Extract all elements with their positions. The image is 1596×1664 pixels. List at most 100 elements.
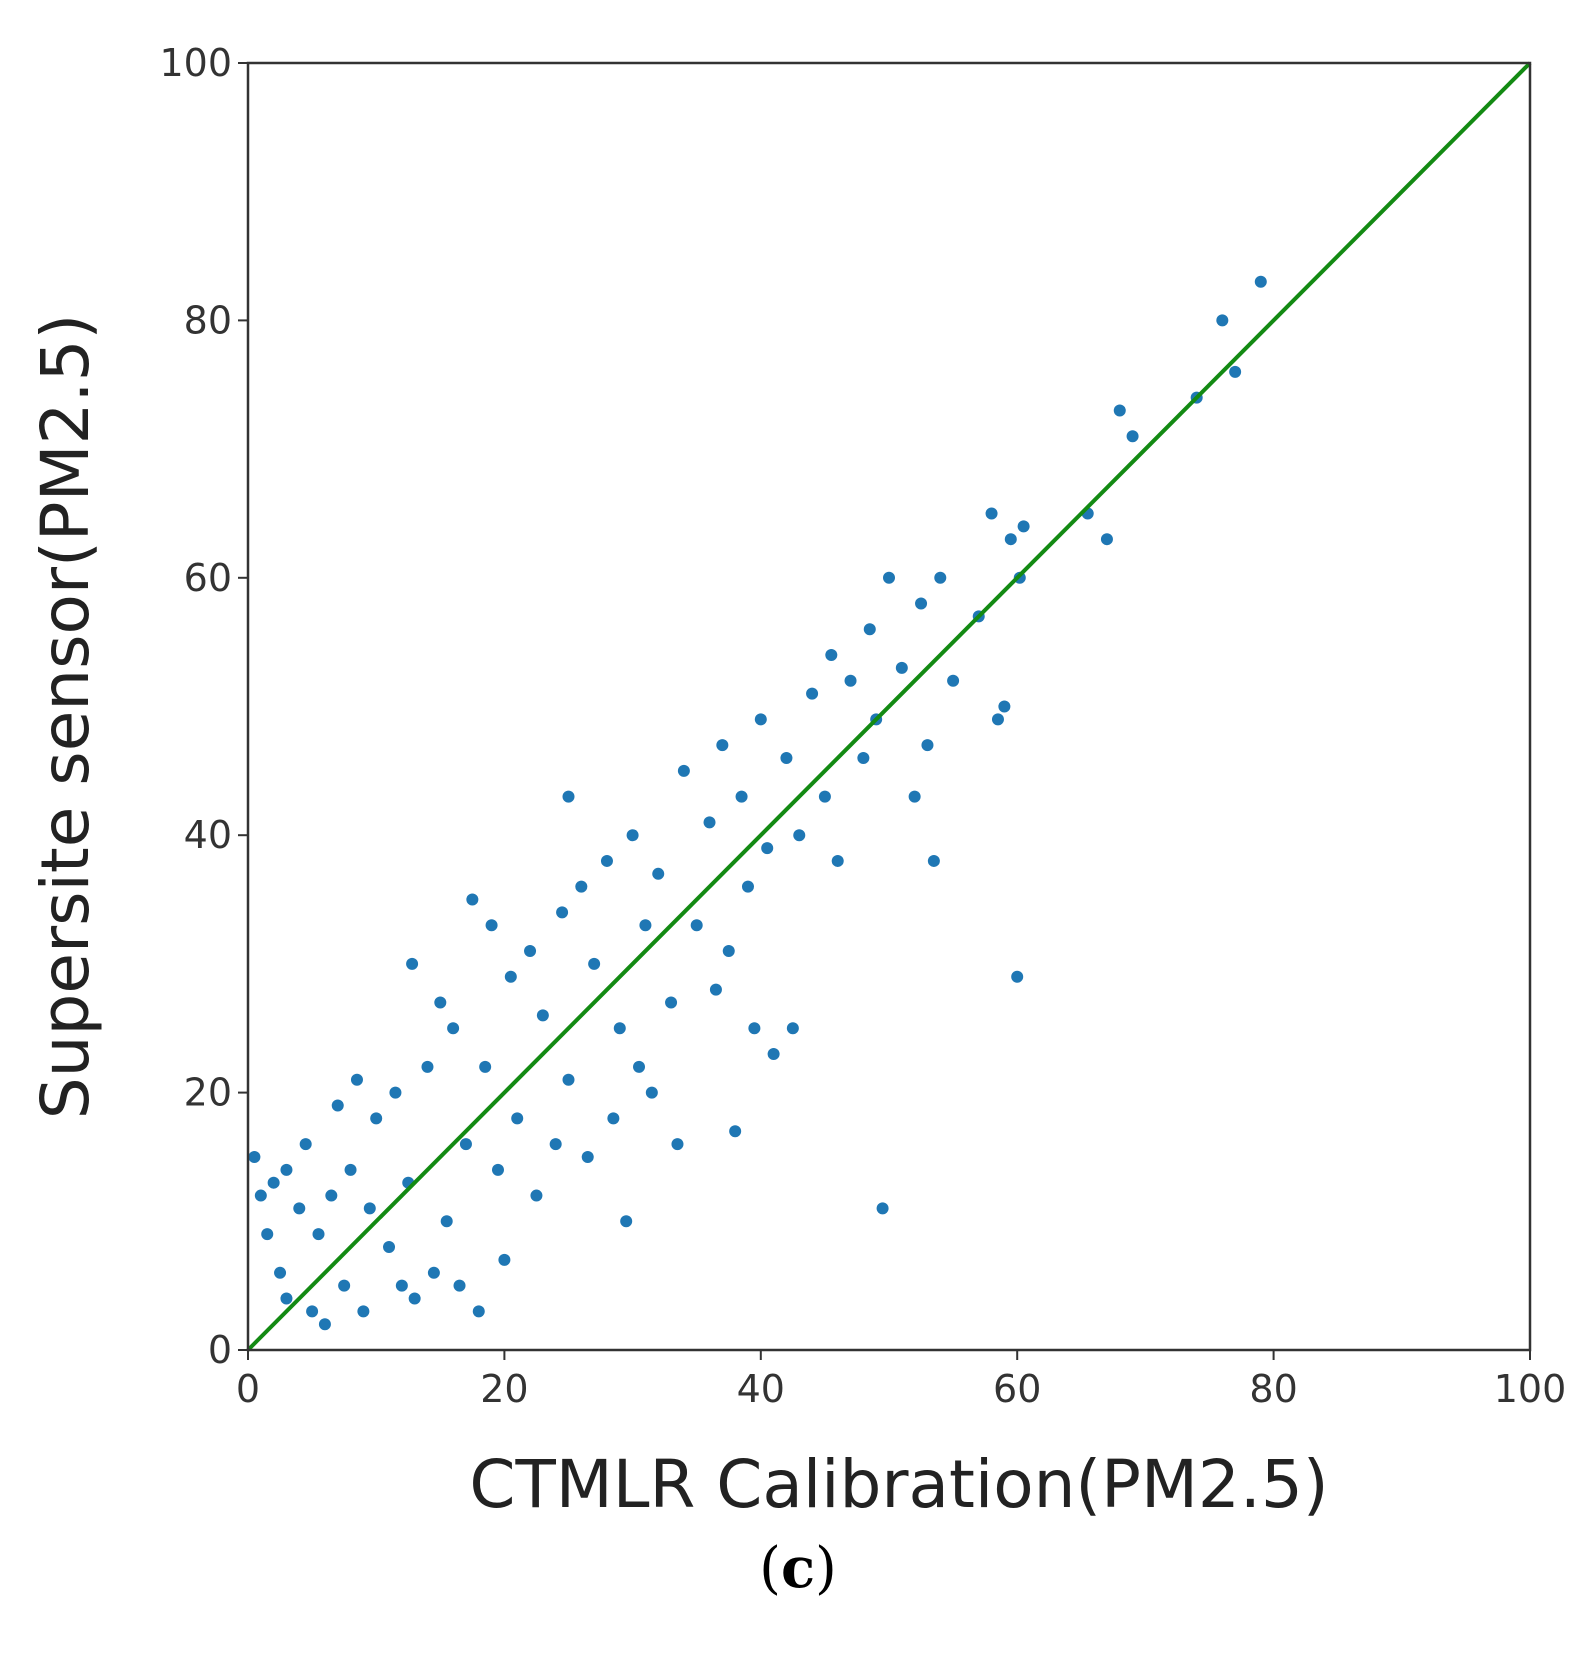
data-point <box>947 674 960 687</box>
data-point <box>716 739 729 752</box>
data-point <box>645 1086 658 1099</box>
data-point <box>562 790 575 803</box>
data-point <box>844 674 857 687</box>
data-point <box>466 893 479 906</box>
data-point <box>1011 970 1024 983</box>
panel-label-open: ( <box>759 1536 781 1601</box>
data-point <box>267 1176 280 1189</box>
data-point <box>626 829 639 842</box>
data-point <box>722 945 735 958</box>
data-point <box>1126 430 1139 443</box>
data-point <box>280 1163 293 1176</box>
data-point <box>1100 533 1113 546</box>
data-point <box>761 842 774 855</box>
data-point <box>1004 533 1017 546</box>
data-point <box>748 1022 761 1035</box>
data-point <box>280 1292 293 1305</box>
data-point <box>1017 520 1030 533</box>
data-point <box>491 1163 504 1176</box>
data-point <box>690 919 703 932</box>
data-point <box>633 1060 646 1073</box>
y-tick-label: 80 <box>184 298 232 342</box>
x-tick-label: 100 <box>1494 1367 1567 1411</box>
x-tick-label: 20 <box>480 1367 528 1411</box>
data-point <box>1216 314 1229 327</box>
data-point <box>370 1112 383 1125</box>
data-point <box>620 1215 633 1228</box>
data-point <box>780 751 793 764</box>
data-point <box>395 1279 408 1292</box>
data-point <box>447 1022 460 1035</box>
data-point <box>581 1150 594 1163</box>
y-axis-label: Supersite sensor(PM2.5) <box>27 314 104 1119</box>
data-point <box>549 1138 562 1151</box>
x-axis-label: CTMLR Calibration(PM2.5) <box>469 1446 1328 1523</box>
data-point <box>921 739 934 752</box>
data-point <box>883 571 895 584</box>
y-tick-label: 20 <box>184 1071 232 1115</box>
data-point <box>293 1202 306 1215</box>
data-point <box>876 1202 889 1215</box>
data-point <box>331 1099 344 1112</box>
data-point <box>254 1189 267 1202</box>
data-point <box>908 790 921 803</box>
data-point <box>818 790 831 803</box>
data-point <box>652 867 665 880</box>
data-point <box>934 571 947 584</box>
data-point <box>530 1189 543 1202</box>
data-point <box>831 854 844 867</box>
data-point <box>363 1202 376 1215</box>
data-point <box>440 1215 453 1228</box>
data-point <box>1254 275 1267 288</box>
data-point <box>985 507 998 520</box>
data-point <box>703 816 716 829</box>
data-point <box>741 880 754 893</box>
data-point <box>915 597 928 610</box>
y-tick-label: 40 <box>184 813 232 857</box>
scatter-points <box>248 275 1267 1331</box>
data-point <box>350 1073 363 1086</box>
data-point <box>306 1305 319 1318</box>
data-point <box>600 854 613 867</box>
data-point <box>729 1125 742 1138</box>
x-tick-label: 40 <box>737 1367 785 1411</box>
data-point <box>459 1138 472 1151</box>
data-point <box>754 713 767 726</box>
data-point <box>472 1305 485 1318</box>
data-point <box>927 854 940 867</box>
plot-frame <box>246 61 1532 1352</box>
data-point <box>274 1266 287 1279</box>
data-point <box>434 996 447 1009</box>
data-point <box>588 957 601 970</box>
data-point <box>344 1163 357 1176</box>
data-point <box>895 661 908 674</box>
data-point <box>607 1112 620 1125</box>
panel-label-letter: c <box>780 1535 816 1601</box>
data-point <box>485 919 498 932</box>
data-point <box>863 623 876 636</box>
data-point <box>383 1241 396 1254</box>
data-point <box>735 790 748 803</box>
y-tick-label: 60 <box>184 556 232 600</box>
data-point <box>453 1279 466 1292</box>
data-point <box>857 751 870 764</box>
data-point <box>825 649 838 662</box>
data-point <box>408 1292 421 1305</box>
data-point <box>261 1228 274 1241</box>
panel-label-close: ) <box>815 1536 837 1601</box>
data-point <box>575 880 588 893</box>
x-tick-label: 60 <box>993 1367 1041 1411</box>
x-tick-label: 80 <box>1249 1367 1297 1411</box>
data-point <box>511 1112 524 1125</box>
data-point <box>613 1022 626 1035</box>
data-point <box>786 1022 799 1035</box>
data-point <box>357 1305 370 1318</box>
reference-line <box>246 61 1532 1352</box>
panel-label: (c) <box>0 1535 1596 1601</box>
data-point <box>806 687 819 700</box>
data-point <box>479 1060 492 1073</box>
y-tick-label: 0 <box>208 1328 232 1372</box>
data-point <box>1229 365 1242 378</box>
data-point <box>671 1138 684 1151</box>
